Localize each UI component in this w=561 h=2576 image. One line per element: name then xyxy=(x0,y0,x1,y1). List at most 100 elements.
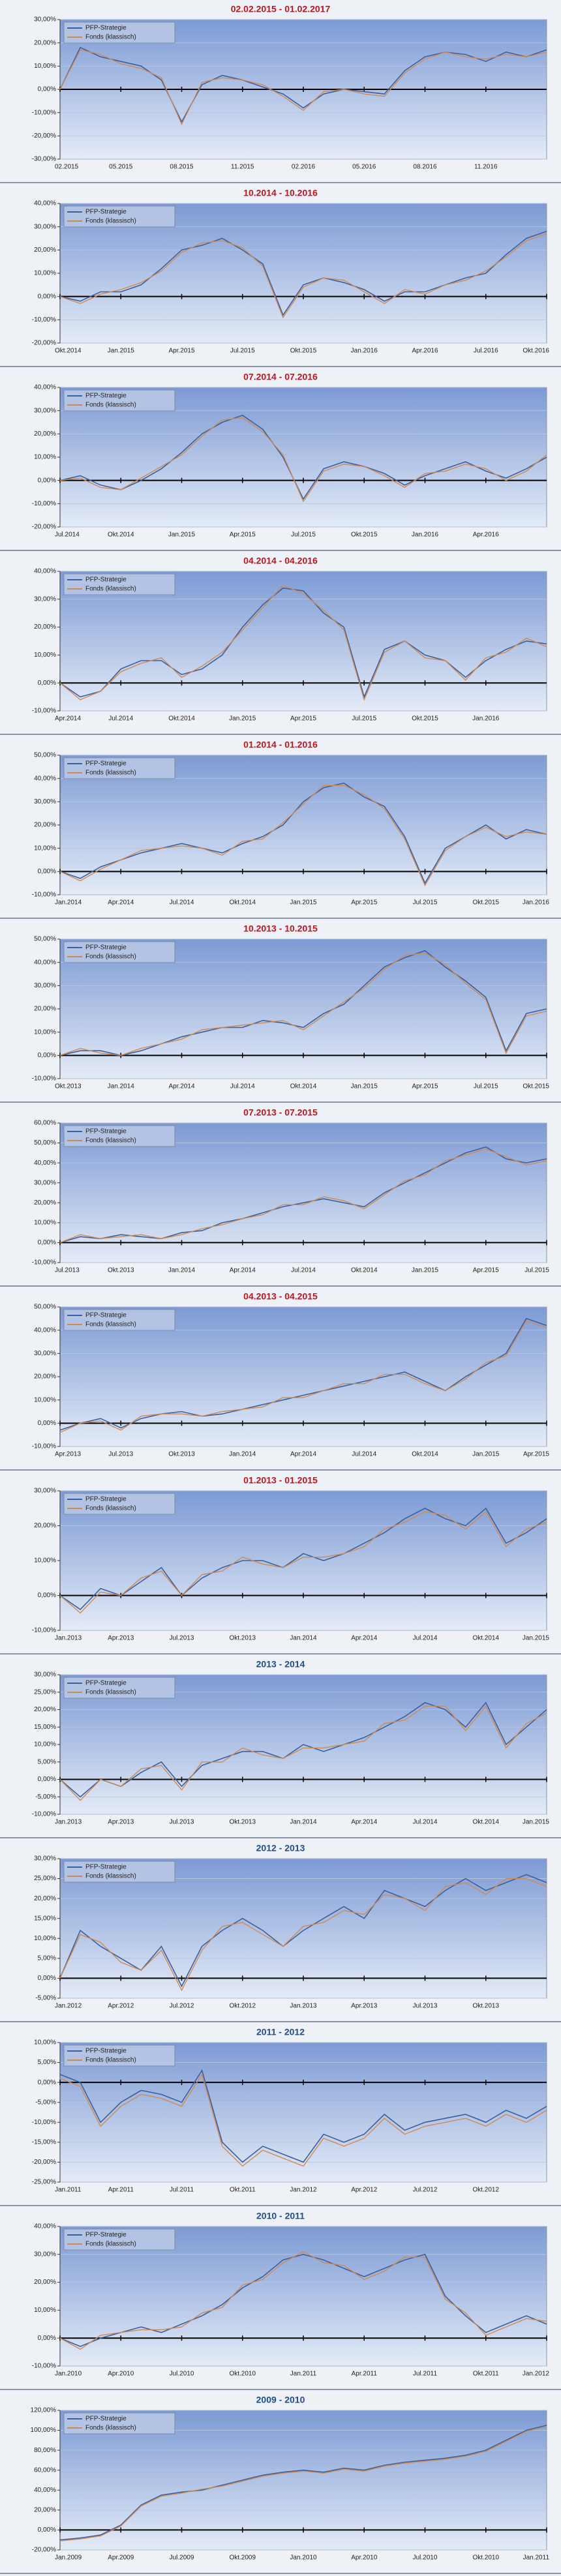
legend-label: PFP-Strategie xyxy=(85,944,127,951)
y-tick-label: -20,00% xyxy=(32,524,56,531)
y-tick-label: 10,00% xyxy=(34,270,56,277)
x-tick-label: Jan.2014 xyxy=(168,1267,196,1274)
legend-label: Fonds (klassisch) xyxy=(85,34,136,41)
x-tick-label: Jul.2014 xyxy=(108,715,133,723)
legend-label: PFP-Strategie xyxy=(85,1128,127,1135)
x-tick-label: 08.2015 xyxy=(170,164,194,171)
legend-box xyxy=(63,941,175,963)
chart-title: 2013 - 2014 xyxy=(256,1659,305,1670)
chart-title: 02.02.2015 - 01.02.2017 xyxy=(231,4,331,14)
legend-label: PFP-Strategie xyxy=(85,577,127,584)
x-tick-label: Okt.2013 xyxy=(229,1635,256,1642)
x-tick-label: Jul.2013 xyxy=(170,1635,194,1642)
y-tick-label: 20,00% xyxy=(34,430,56,438)
y-tick-label: 0,00% xyxy=(38,2079,56,2086)
legend-label: Fonds (klassisch) xyxy=(85,586,136,593)
series-line xyxy=(59,2073,547,2167)
legend-label: PFP-Strategie xyxy=(85,25,127,32)
legend-label: Fonds (klassisch) xyxy=(85,953,136,961)
x-tick-label: Jul.2009 xyxy=(170,2554,194,2562)
y-tick-label: -15,00% xyxy=(32,2138,56,2146)
x-tick-label: Okt.2014 xyxy=(351,1267,378,1274)
x-tick-label: Jul.2015 xyxy=(524,1267,549,1274)
y-tick-label: 40,00% xyxy=(34,200,56,207)
y-tick-label: 30,00% xyxy=(34,1671,56,1679)
x-tick-label: Jul.2015 xyxy=(413,899,438,906)
legend-label: PFP-Strategie xyxy=(85,1496,127,1503)
series-line xyxy=(59,1701,547,1798)
x-tick-label: Jan.2011 xyxy=(55,2187,82,2194)
y-tick-label: 10,00% xyxy=(34,1396,56,1403)
x-tick-label: Okt.2012 xyxy=(472,2187,499,2194)
x-tick-label: Jul.2014 xyxy=(413,1819,438,1826)
legend-label: Fonds (klassisch) xyxy=(85,1137,136,1145)
series-line xyxy=(59,414,547,500)
y-tick-label: 0,00% xyxy=(38,2526,56,2534)
y-tick-label: 10,00% xyxy=(34,2307,56,2314)
x-tick-label: Jan.2014 xyxy=(229,1451,256,1458)
legend-box xyxy=(63,1861,175,1883)
y-tick-label: -20,00% xyxy=(32,132,56,140)
series-line xyxy=(59,950,547,1056)
legend-label: PFP-Strategie xyxy=(85,393,127,400)
series-line xyxy=(59,1511,547,1614)
y-tick-label: 25,00% xyxy=(34,1688,56,1696)
legend-box xyxy=(63,2044,175,2067)
x-tick-label: Jan.2013 xyxy=(55,1819,82,1826)
y-tick-label: -10,00% xyxy=(32,891,56,899)
y-tick-label: 0,00% xyxy=(38,86,56,93)
x-tick-label: Okt.2009 xyxy=(229,2554,256,2562)
y-tick-label: 5,00% xyxy=(38,1954,56,1962)
chart-title: 01.2014 - 01.2016 xyxy=(243,740,318,750)
x-tick-label: 11.2015 xyxy=(231,164,254,171)
legend-box xyxy=(63,22,175,44)
x-tick-label: Jul.2014 xyxy=(230,1083,255,1090)
x-tick-label: Apr.2015 xyxy=(473,1267,499,1274)
y-tick-label: -30,00% xyxy=(32,156,56,163)
y-tick-label: 50,00% xyxy=(34,1304,56,1311)
y-tick-label: 40,00% xyxy=(34,1326,56,1334)
x-tick-label: Jan.2015 xyxy=(168,532,196,539)
series-line xyxy=(59,1148,547,1244)
y-tick-label: 0,00% xyxy=(38,1975,56,1982)
x-tick-label: 05.2015 xyxy=(109,164,133,171)
y-tick-label: 20,00% xyxy=(34,2506,56,2513)
y-tick-label: -10,00% xyxy=(32,2363,56,2370)
series-line xyxy=(59,2425,547,2541)
y-tick-label: 10,00% xyxy=(34,651,56,659)
y-tick-label: 30,00% xyxy=(34,16,56,23)
y-tick-label: 5,00% xyxy=(38,2059,56,2066)
x-tick-label: Okt.2014 xyxy=(472,1819,499,1826)
legend-label: Fonds (klassisch) xyxy=(85,1321,136,1328)
legend-label: PFP-Strategie xyxy=(85,2416,127,2423)
y-tick-label: -20,00% xyxy=(32,2159,56,2166)
x-tick-label: Jan.2011 xyxy=(523,2554,550,2562)
y-tick-label: -5,00% xyxy=(35,1995,56,2002)
y-tick-label: 80,00% xyxy=(34,2447,56,2454)
y-tick-label: -10,00% xyxy=(32,1443,56,1450)
y-tick-label: -20,00% xyxy=(32,2547,56,2554)
y-tick-label: -5,00% xyxy=(35,2099,56,2106)
x-tick-label: Jan.2015 xyxy=(523,1635,550,1642)
y-tick-label: 0,00% xyxy=(38,1592,56,1599)
y-tick-label: 10,00% xyxy=(34,1028,56,1036)
y-tick-label: 0,00% xyxy=(38,477,56,484)
y-tick-label: 30,00% xyxy=(34,2251,56,2258)
y-tick-label: 0,00% xyxy=(38,1420,56,1427)
y-tick-label: 20,00% xyxy=(34,1006,56,1013)
legend-label: PFP-Strategie xyxy=(85,2048,127,2055)
x-tick-label: Jan.2016 xyxy=(412,532,439,539)
x-tick-label: Okt.2013 xyxy=(472,2003,499,2010)
x-tick-label: Jan.2015 xyxy=(523,1819,550,1826)
x-tick-label: Okt.2011 xyxy=(230,2187,256,2194)
legend-box xyxy=(63,757,175,779)
y-tick-label: 100,00% xyxy=(31,2427,57,2434)
chart-title: 07.2013 - 07.2015 xyxy=(243,1107,318,1118)
x-tick-label: Jan.2012 xyxy=(523,2371,550,2378)
x-tick-label: Jul.2014 xyxy=(352,1451,376,1458)
y-tick-label: 0,00% xyxy=(38,868,56,875)
x-tick-label: Jan.2014 xyxy=(55,899,82,906)
x-tick-label: Okt.2012 xyxy=(229,2003,256,2010)
x-tick-label: Jul.2010 xyxy=(413,2554,438,2562)
